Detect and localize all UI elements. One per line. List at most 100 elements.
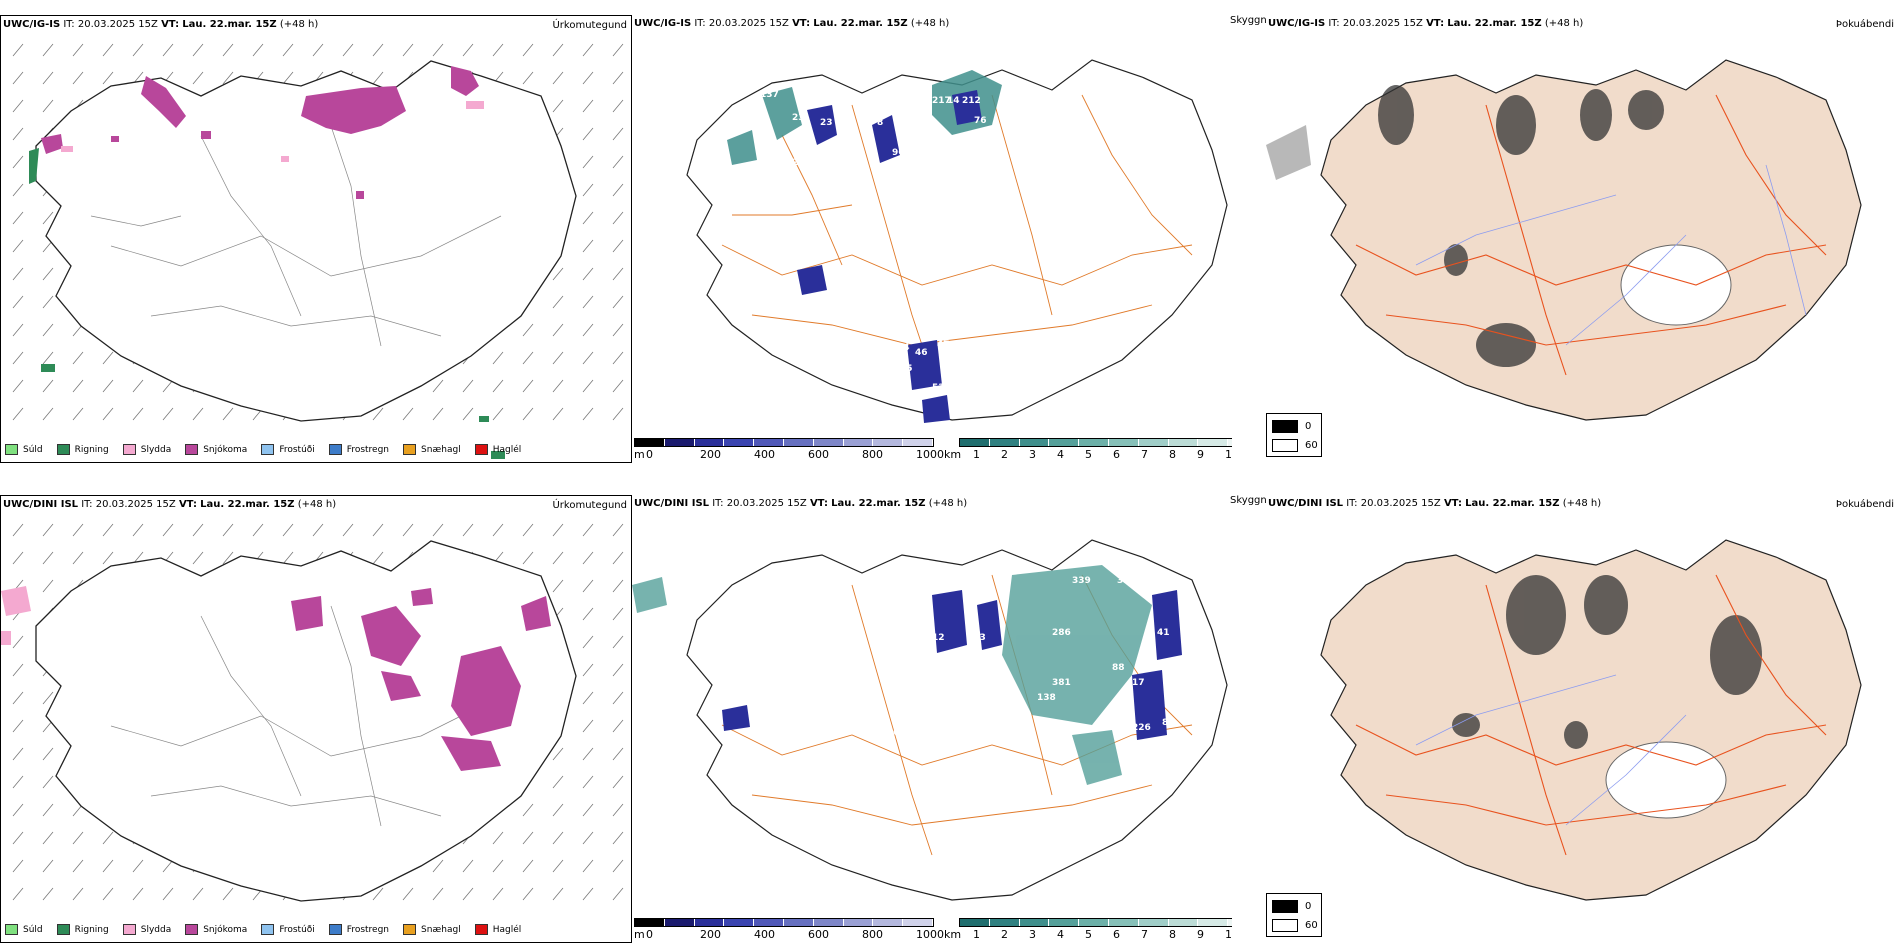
- colorbar-segment: [694, 439, 725, 446]
- wind-barb: [582, 323, 594, 337]
- wind-barb: [132, 379, 144, 393]
- precip-legend-item: Snjókoma: [185, 444, 247, 455]
- wind-barb: [42, 99, 54, 113]
- legend-label: Snjókoma: [203, 924, 248, 935]
- wind-barb: [12, 775, 24, 789]
- colorbar-tick: 8: [1169, 928, 1176, 941]
- wind-barb: [582, 803, 594, 817]
- fog-panel-row2: UWC/DINI ISL IT: 20.03.2025 15Z VT: Lau.…: [1266, 495, 1900, 943]
- legend-swatch: [261, 924, 275, 935]
- wind-barb: [12, 211, 24, 225]
- wind-barb: [612, 803, 624, 817]
- colorbar-segment: [1019, 439, 1050, 446]
- colorbar-tick: 1: [973, 928, 980, 941]
- wind-barb: [522, 887, 534, 901]
- legend-label: Rigning: [74, 924, 109, 935]
- wind-barb: [72, 859, 84, 873]
- wind-barb: [492, 523, 504, 537]
- cloud-base-value: 53: [932, 383, 945, 393]
- wind-barb: [192, 71, 204, 85]
- cloud-base-value: 17: [1132, 678, 1145, 688]
- wind-barb: [192, 43, 204, 57]
- cloud-base-value: 15: [900, 364, 913, 374]
- colorbar-tick: 9: [1197, 928, 1204, 941]
- wind-barb: [72, 43, 84, 57]
- wind-barb: [582, 379, 594, 393]
- precip-legend-item: Snæhagl: [403, 444, 461, 455]
- wind-barb: [582, 691, 594, 705]
- legend-swatch: [328, 924, 342, 935]
- wind-barb: [552, 71, 564, 85]
- wind-barb: [432, 523, 444, 537]
- legend-label: Frostregn: [346, 924, 390, 935]
- precip-legend: Súld Rigning Slydda Snjókoma Frostúði Frostre…: [5, 444, 535, 455]
- wind-barb: [432, 43, 444, 57]
- wind-barb: [522, 43, 534, 57]
- wind-barb: [72, 523, 84, 537]
- legend-swatch: [185, 924, 199, 935]
- wind-barb: [42, 775, 54, 789]
- wind-barb: [612, 831, 624, 845]
- legend-label: Snæhagl: [421, 444, 461, 455]
- colorbar-tick: 0: [646, 928, 653, 941]
- wind-barb: [612, 551, 624, 565]
- colorbar-segment: [724, 439, 755, 446]
- wind-barb: [552, 43, 564, 57]
- wind-barb: [12, 323, 24, 337]
- legend-label: Haglél: [492, 924, 522, 935]
- wind-barb: [582, 887, 594, 901]
- wind-barb: [522, 323, 534, 337]
- legend-swatch: [5, 444, 18, 455]
- wind-barb: [132, 523, 144, 537]
- fog-label-low: 0: [1305, 901, 1312, 912]
- cloud-panel-row1: UWC/IG-IS IT: 20.03.2025 15Z VT: Lau. 22…: [632, 15, 1232, 463]
- wind-barb: [522, 523, 534, 537]
- cloud-base-value: 212: [962, 96, 981, 106]
- wind-barb: [102, 407, 114, 421]
- cloud-base-value: 331: [1117, 576, 1136, 586]
- wind-barb: [12, 407, 24, 421]
- fog-label-high: 60: [1305, 440, 1318, 451]
- legend-label: Frostúði: [279, 924, 315, 935]
- colorbar-segment: [1049, 919, 1080, 926]
- wind-barb: [552, 803, 564, 817]
- wind-barb: [72, 71, 84, 85]
- wind-barb: [12, 719, 24, 733]
- cloud-base-value: 138: [1037, 693, 1056, 703]
- colorbar-tick: 5: [1085, 448, 1092, 461]
- colorbar-tick: 5: [1085, 928, 1092, 941]
- wind-barb: [12, 379, 24, 393]
- fog-map: [1266, 59, 1862, 421]
- cloud-base-value: 8: [1162, 718, 1168, 728]
- wind-barb: [42, 803, 54, 817]
- wind-barb: [402, 887, 414, 901]
- wind-barb: [12, 295, 24, 309]
- wind-barb: [162, 887, 174, 901]
- wind-barb: [42, 859, 54, 873]
- wind-barb: [582, 747, 594, 761]
- precip-map: [1, 523, 624, 902]
- legend-swatch: [403, 924, 417, 935]
- colorbar-tick: 8: [1169, 448, 1176, 461]
- colorbar-tick: 200: [700, 448, 721, 461]
- wind-barb: [612, 267, 624, 281]
- wind-barb: [612, 775, 624, 789]
- wind-barb: [192, 551, 204, 565]
- wind-barb: [552, 323, 564, 337]
- legend-label: Haglél: [492, 444, 522, 455]
- wind-barb: [102, 351, 114, 365]
- colorbar-tick: 400: [754, 928, 775, 941]
- wind-barb: [612, 635, 624, 649]
- colorbar-tick: 6: [1113, 448, 1120, 461]
- panel-type-label: Þokuábendi: [1835, 19, 1894, 30]
- wind-barb: [612, 155, 624, 169]
- wind-barb: [462, 859, 474, 873]
- wind-barb: [612, 239, 624, 253]
- wind-barb: [102, 379, 114, 393]
- wind-barb: [312, 43, 324, 57]
- wind-barb: [582, 523, 594, 537]
- wind-barb: [492, 831, 504, 845]
- colorbar-segment: [1228, 439, 1232, 446]
- wind-barb: [12, 43, 24, 57]
- wind-barb: [612, 99, 624, 113]
